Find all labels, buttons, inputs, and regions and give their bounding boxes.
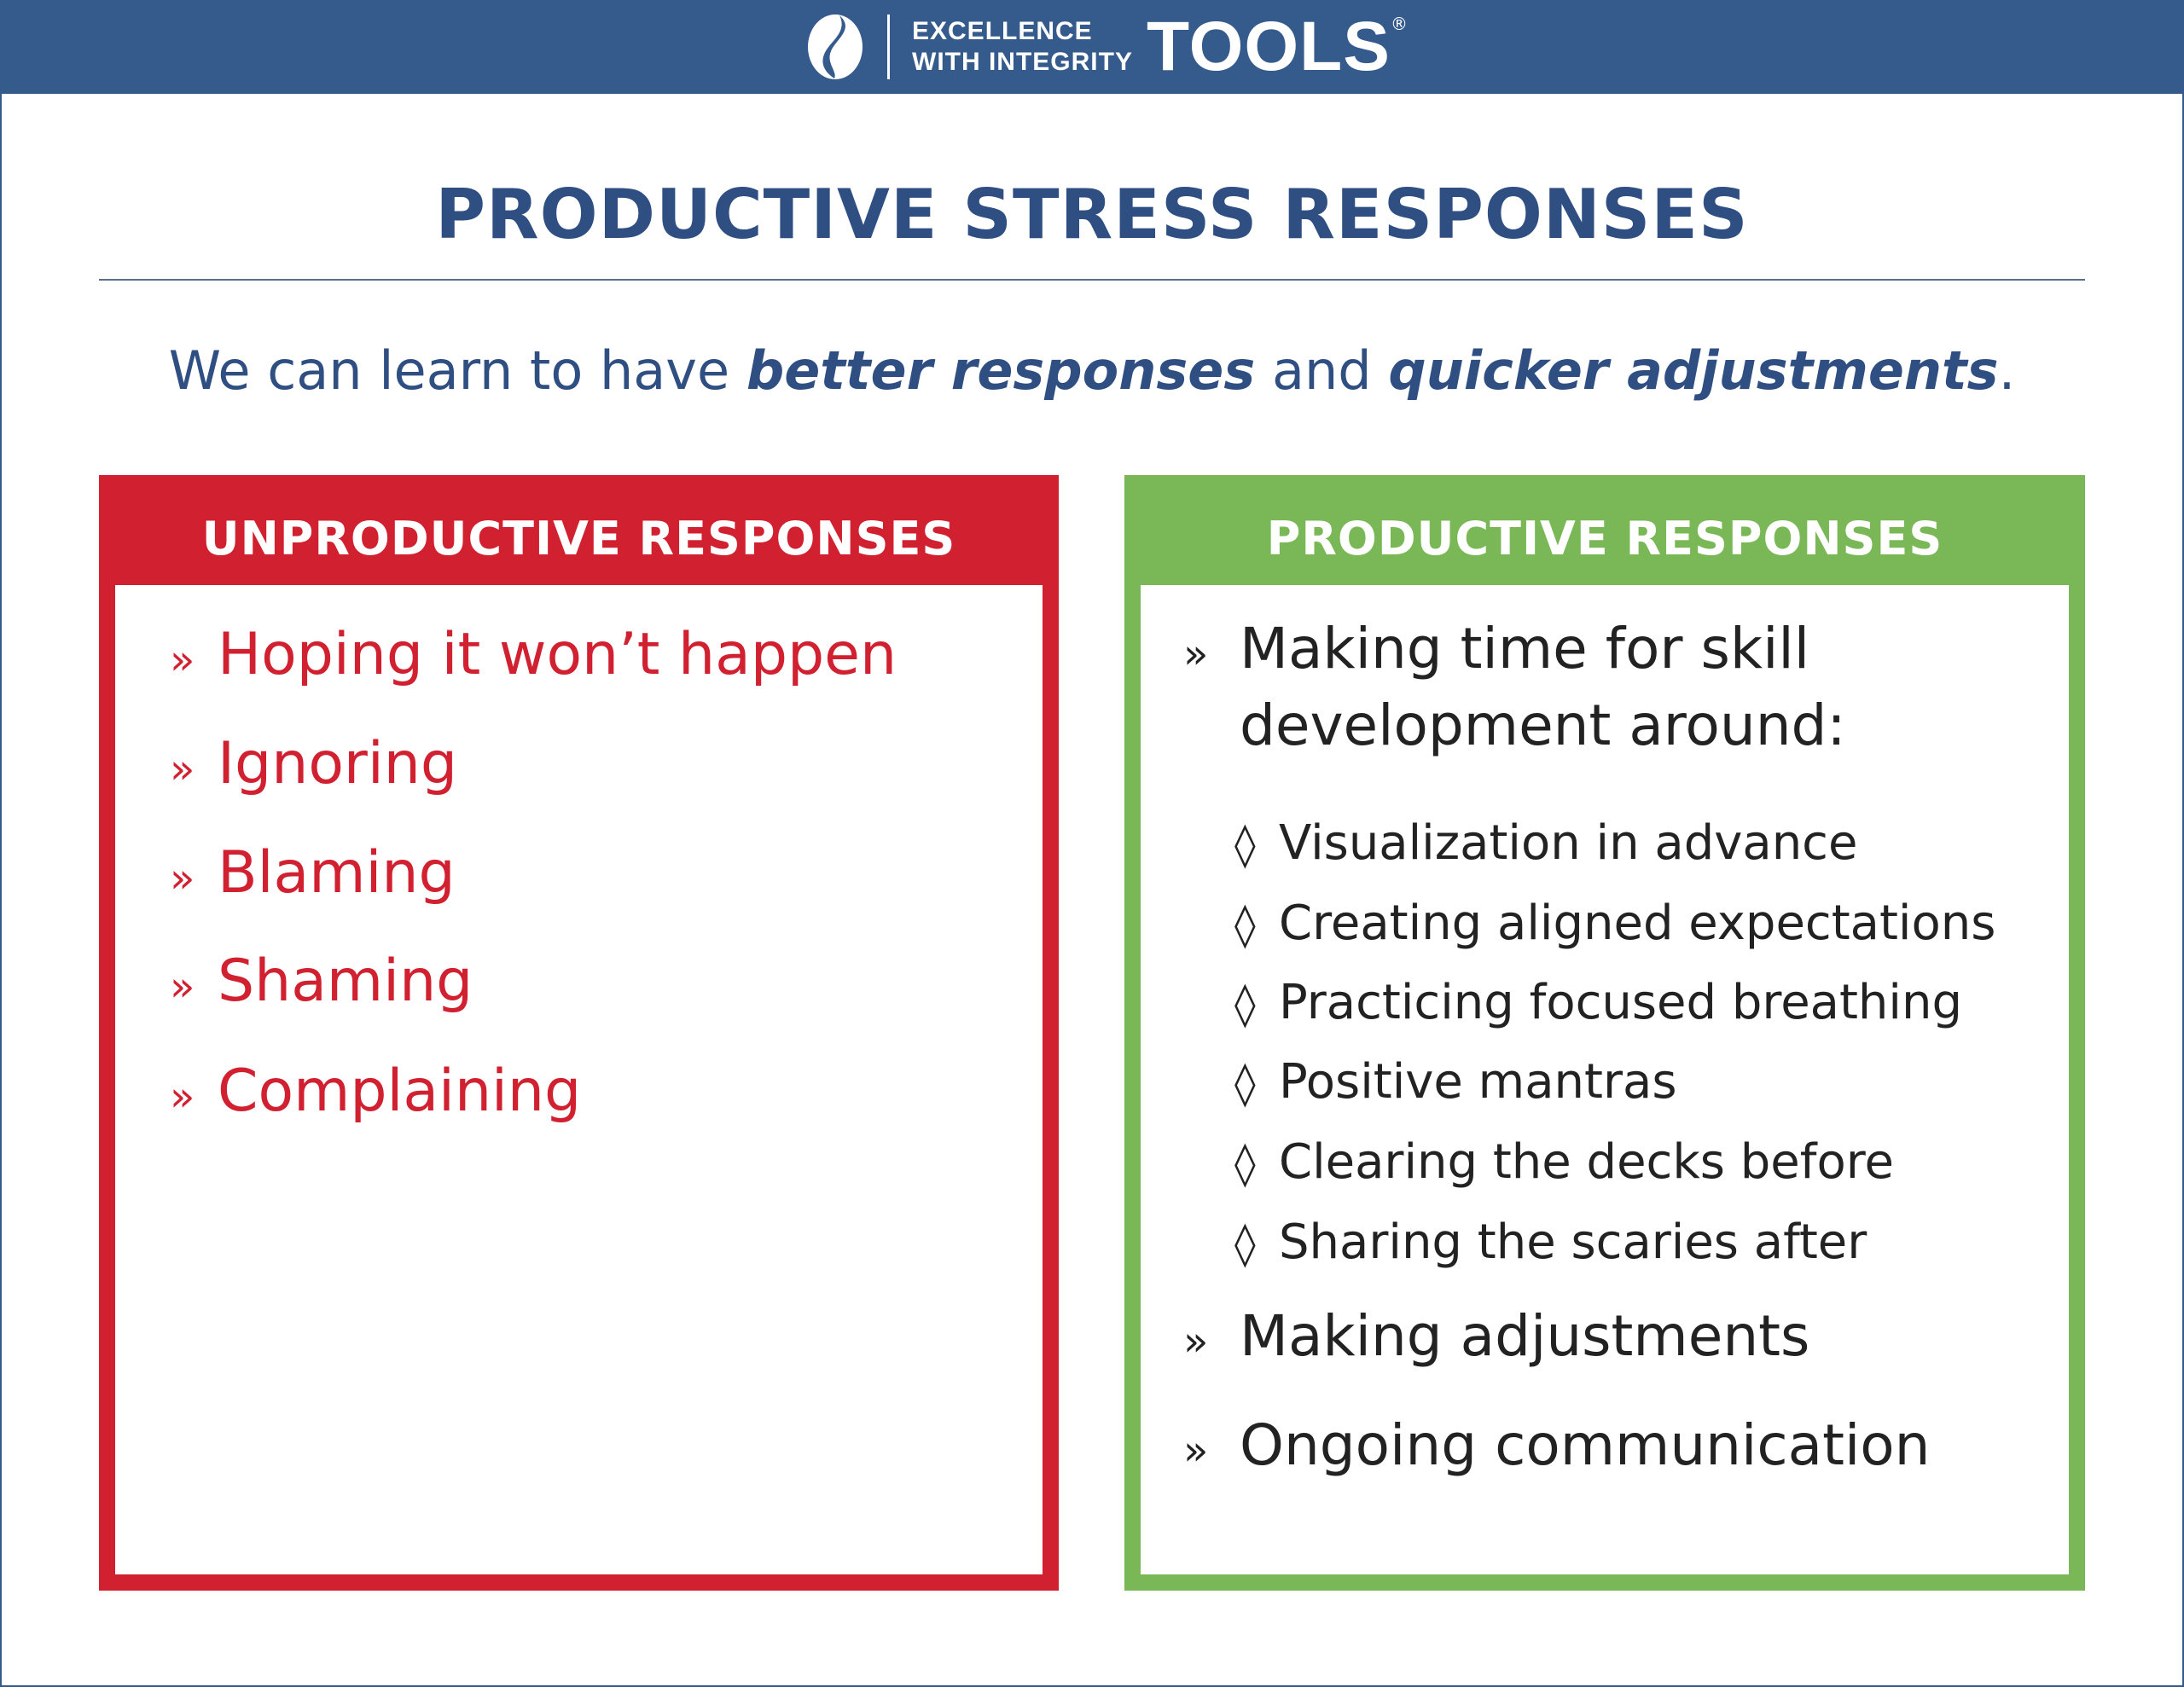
subtitle-text: . — [1998, 339, 2016, 402]
diamond-bullet-icon: ◊ — [1234, 979, 1256, 1029]
item-label: Shaming — [218, 948, 473, 1015]
registered-mark: ® — [1390, 14, 1408, 34]
chevron-bullet-icon: » — [170, 855, 195, 902]
chevron-bullet-icon: » — [170, 745, 195, 793]
diamond-bullet-icon: ◊ — [1234, 1058, 1256, 1108]
header-bar: EXCELLENCE WITH INTEGRITY TOOLS ® — [0, 0, 2184, 94]
diamond-bullet-icon: ◊ — [1234, 900, 1256, 949]
sub-list-item: ◊ Sharing the scaries after — [1234, 1215, 1867, 1270]
subtitle-text: We can learn to have — [168, 339, 746, 402]
productive-panel: PRODUCTIVE RESPONSES » Making time for sk… — [1124, 475, 2085, 1591]
sub-item-label: Sharing the scaries after — [1279, 1215, 1867, 1270]
chevron-bullet-icon: » — [170, 963, 195, 1011]
item-label: Ignoring — [218, 730, 458, 797]
sub-list-item: ◊ Clearing the decks before — [1234, 1134, 1894, 1190]
chevron-bullet-icon: » — [1183, 1318, 1209, 1365]
subtitle-emphasis: quicker adjustments — [1388, 339, 1999, 402]
item-label-line1: Making time for skill — [1240, 616, 1810, 681]
title-divider — [99, 279, 2085, 281]
tagline-line2: WITH INTEGRITY — [912, 48, 1133, 76]
brand-tagline: EXCELLENCE WITH INTEGRITY — [912, 16, 1133, 78]
list-item: » Making time for skill development around… — [1183, 616, 1846, 764]
list-item: » Ongoing communication — [1183, 1412, 1931, 1478]
brand-name: TOOLS — [1146, 8, 1391, 85]
sub-list-item: ◊ Positive mantras — [1234, 1054, 1677, 1110]
item-label: Making adjustments — [1240, 1303, 1810, 1369]
item-label: Hoping it won’t happen — [218, 621, 897, 688]
list-item: » Hoping it won’t happen — [170, 621, 897, 688]
sub-list-item: ◊ Practicing focused breathing — [1234, 975, 1962, 1030]
panel-heading: UNPRODUCTIVE RESPONSES — [115, 491, 1043, 585]
panel-heading: PRODUCTIVE RESPONSES — [1141, 491, 2069, 585]
sub-list-item: ◊ Visualization in advance — [1234, 815, 1857, 871]
chevron-bullet-icon: » — [1183, 1427, 1209, 1475]
diamond-bullet-icon: ◊ — [1234, 1139, 1256, 1188]
chevron-bullet-icon: » — [170, 636, 195, 684]
tagline-line1: EXCELLENCE — [912, 17, 1093, 45]
diamond-bullet-icon: ◊ — [1234, 1219, 1256, 1268]
list-item: » Shaming — [170, 948, 473, 1015]
sub-item-label: Positive mantras — [1279, 1054, 1677, 1110]
sub-item-label: Creating aligned expectations — [1279, 896, 1996, 951]
logo-divider — [887, 14, 890, 79]
diamond-bullet-icon: ◊ — [1234, 820, 1256, 869]
unproductive-panel: UNPRODUCTIVE RESPONSES » Hoping it won’t … — [99, 475, 1059, 1591]
subtitle-emphasis: better responses — [746, 339, 1256, 402]
subtitle: We can learn to have better responses an… — [0, 339, 2184, 402]
sub-item-label: Visualization in advance — [1279, 815, 1858, 871]
chevron-bullet-icon: » — [1183, 630, 1209, 678]
list-item: » Ignoring — [170, 730, 457, 797]
sub-item-label: Practicing focused breathing — [1279, 975, 1963, 1030]
sub-list-item: ◊ Creating aligned expectations — [1234, 896, 1995, 951]
list-item: » Complaining — [170, 1058, 581, 1125]
list-item: » Blaming — [170, 839, 456, 907]
subtitle-text: and — [1255, 339, 1389, 402]
brand-logo: EXCELLENCE WITH INTEGRITY TOOLS ® — [802, 8, 1408, 85]
item-label: Making time for skill development around: — [1240, 611, 1846, 764]
item-label-line2: development around: — [1240, 693, 1846, 758]
item-label: Blaming — [218, 839, 456, 907]
chevron-bullet-icon: » — [170, 1073, 195, 1121]
item-label: Complaining — [218, 1058, 582, 1125]
page-title: PRODUCTIVE STRESS RESPONSES — [435, 175, 1749, 254]
sub-item-label: Clearing the decks before — [1279, 1134, 1894, 1190]
item-label: Ongoing communication — [1240, 1412, 1931, 1478]
logo-mark-icon — [808, 14, 863, 79]
list-item: » Making adjustments — [1183, 1303, 1809, 1369]
